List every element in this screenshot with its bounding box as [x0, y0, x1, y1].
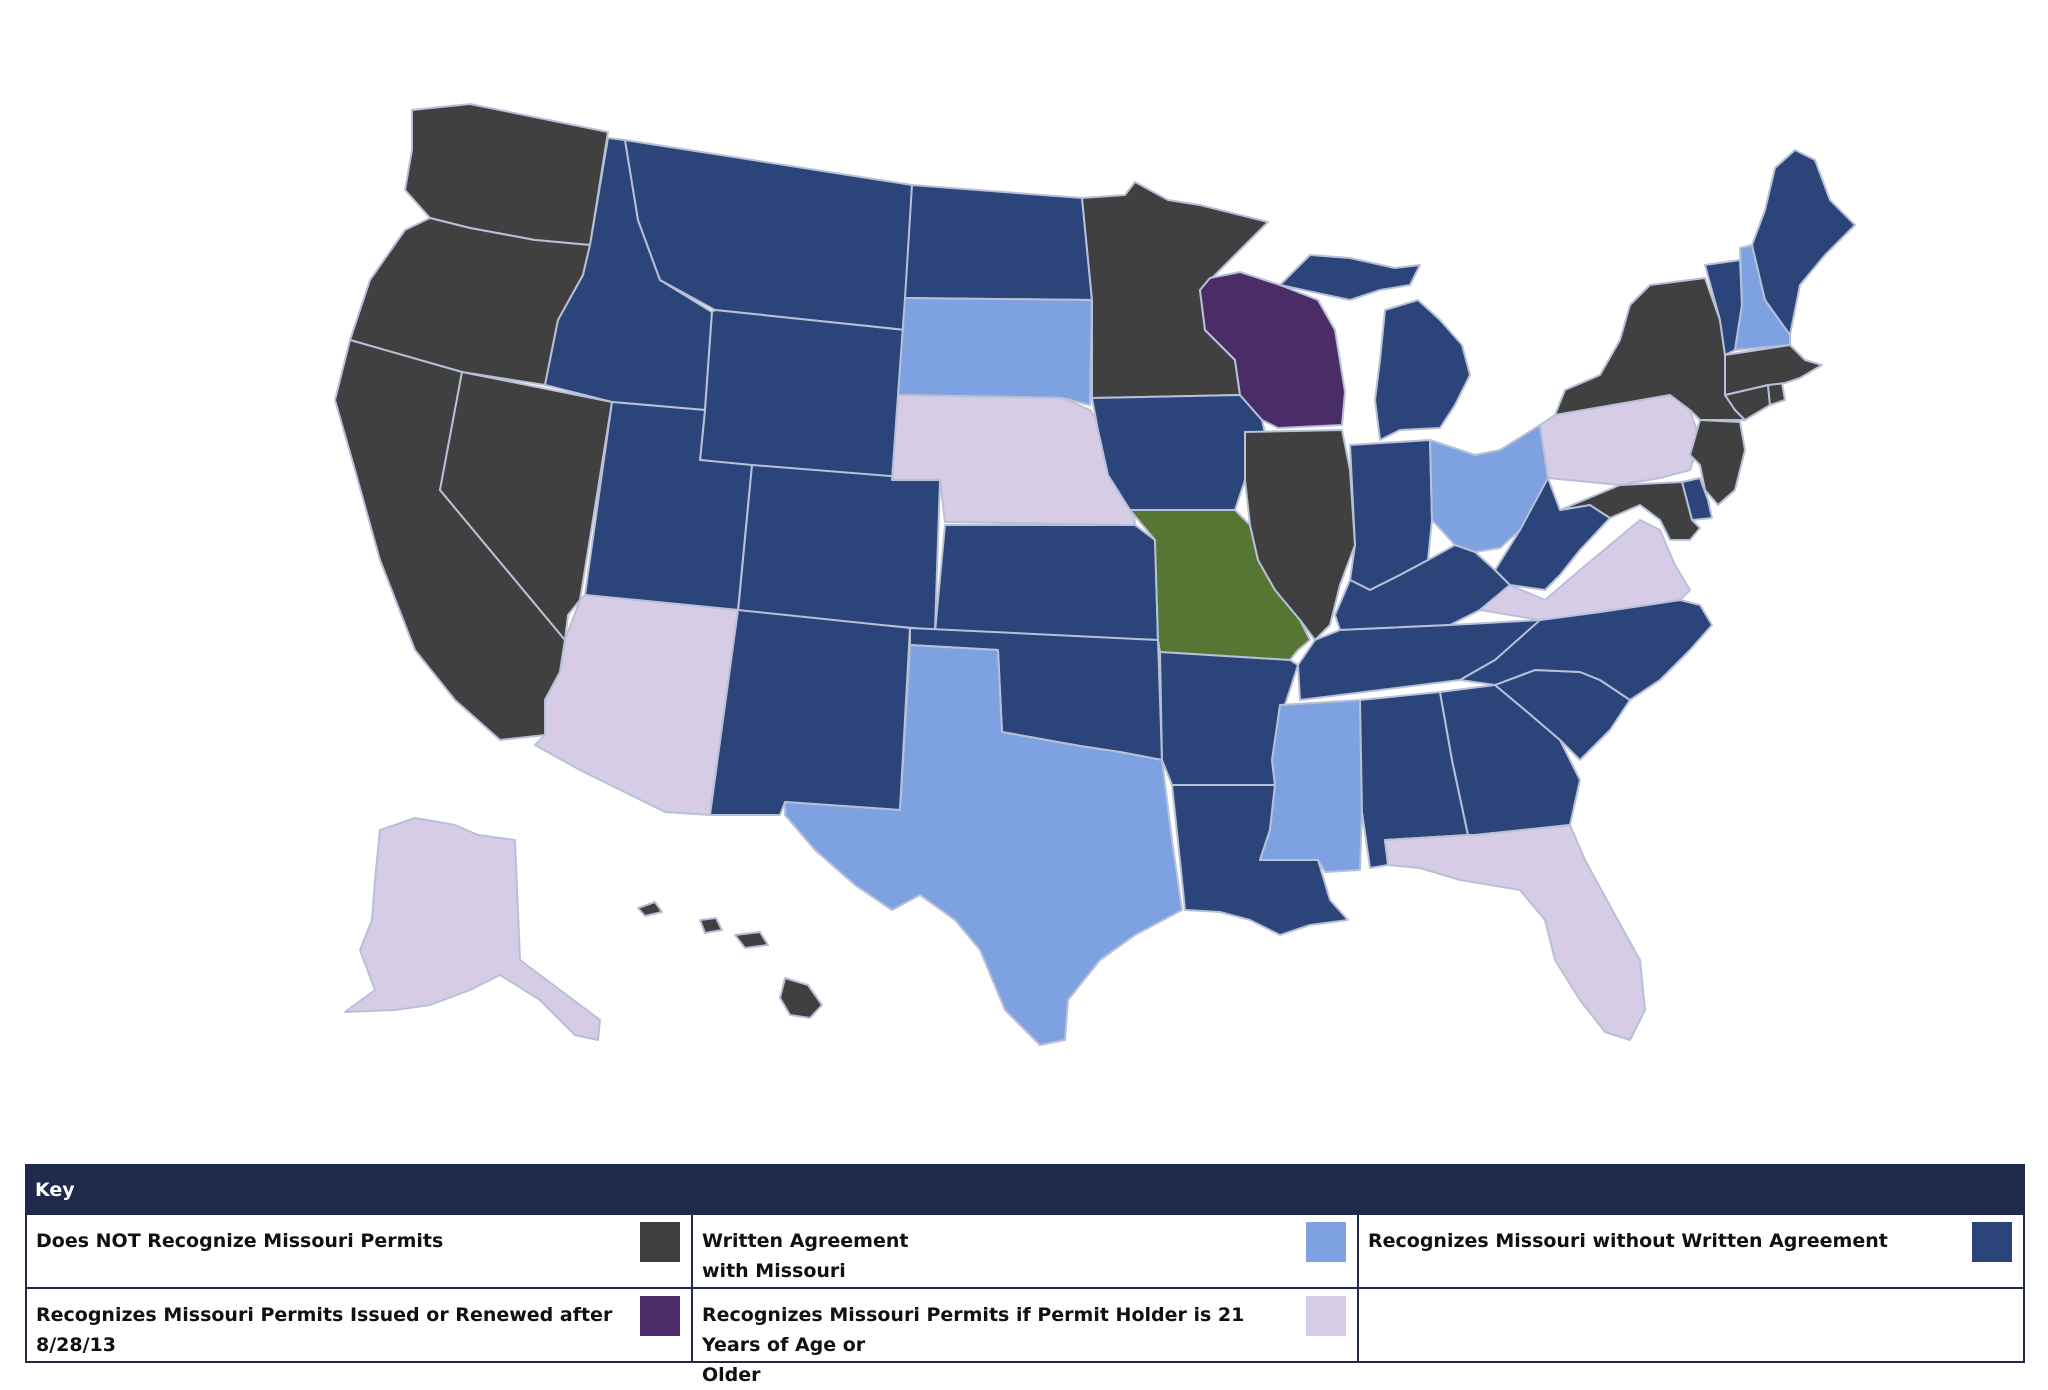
us-map [334, 103, 1856, 1046]
state-texas [784, 644, 1183, 1046]
legend-label: Recognizes Missouri Permits Issued or Re… [36, 1304, 613, 1356]
state-maryland [1559, 481, 1701, 541]
state-new-mexico [709, 609, 911, 816]
state-alaska [344, 817, 601, 1041]
legend-label: Recognizes Missouri without Written Agre… [1368, 1230, 1888, 1252]
legend-title: Key [25, 1164, 2025, 1215]
state-florida [1384, 824, 1646, 1041]
state-west-virginia [1494, 477, 1611, 591]
state-massachusetts [1724, 344, 1823, 396]
state-rhode-island [1767, 382, 1786, 406]
legend-swatch [640, 1296, 680, 1336]
us-map-svg [334, 103, 1856, 1046]
legend-label: Does NOT Recognize Missouri Permits [36, 1230, 444, 1252]
state-south-dakota [897, 297, 1093, 406]
legend-cell-1: Does NOT Recognize Missouri Permits [25, 1213, 693, 1289]
legend-cell-4: Recognizes Missouri Permits Issued or Re… [25, 1287, 693, 1363]
state-iowa [1091, 394, 1271, 511]
state-wisconsin [1199, 271, 1346, 429]
state-hawaii [637, 901, 823, 1019]
legend-table: Key Does NOT Recognize Missouri Permits … [25, 1164, 2025, 1386]
legend-cell-5: Recognizes Missouri Permits if Permit Ho… [691, 1287, 1359, 1386]
legend-swatch [1972, 1222, 2012, 1262]
state-north-dakota [904, 184, 1093, 301]
state-colorado [737, 464, 941, 631]
legend-cell-3: Recognizes Missouri without Written Agre… [1357, 1213, 2025, 1289]
state-michigan [1279, 254, 1471, 441]
legend-label: Recognizes Missouri Permits if Permit Ho… [702, 1304, 1245, 1386]
state-kansas [934, 524, 1159, 641]
legend-swatch [640, 1222, 680, 1262]
state-virginia [1479, 519, 1691, 621]
legend-swatch [1306, 1296, 1346, 1336]
legend-label: Written Agreement with Missouri [702, 1230, 909, 1282]
legend-cell-2: Written Agreement with Missouri [691, 1213, 1359, 1289]
state-maine [1751, 149, 1856, 336]
state-new-jersey [1689, 419, 1746, 506]
state-wyoming [699, 309, 906, 481]
legend-cell-empty [1357, 1287, 2025, 1363]
legend-swatch [1306, 1222, 1346, 1262]
